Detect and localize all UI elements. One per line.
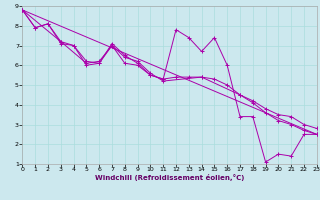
X-axis label: Windchill (Refroidissement éolien,°C): Windchill (Refroidissement éolien,°C) [95, 174, 244, 181]
